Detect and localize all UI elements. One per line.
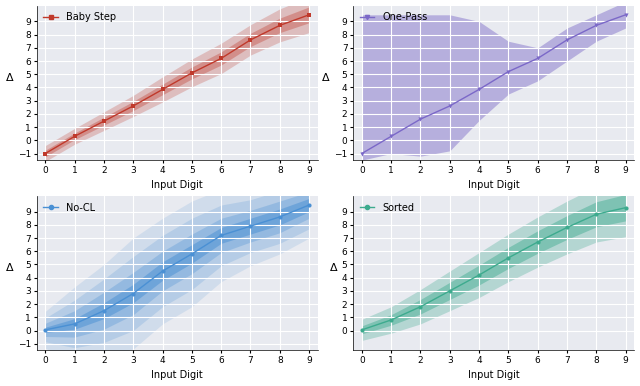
Y-axis label: Δ: Δ — [330, 263, 337, 273]
Legend: No-CL: No-CL — [42, 201, 97, 215]
Y-axis label: Δ: Δ — [6, 73, 13, 83]
X-axis label: Input Digit: Input Digit — [151, 180, 203, 190]
Legend: Baby Step: Baby Step — [42, 10, 118, 24]
Y-axis label: Δ: Δ — [6, 263, 13, 273]
Legend: Sorted: Sorted — [358, 201, 416, 215]
X-axis label: Input Digit: Input Digit — [468, 371, 520, 381]
Y-axis label: Δ: Δ — [322, 73, 330, 83]
Legend: One-Pass: One-Pass — [358, 10, 429, 24]
X-axis label: Input Digit: Input Digit — [151, 371, 203, 381]
X-axis label: Input Digit: Input Digit — [468, 180, 520, 190]
